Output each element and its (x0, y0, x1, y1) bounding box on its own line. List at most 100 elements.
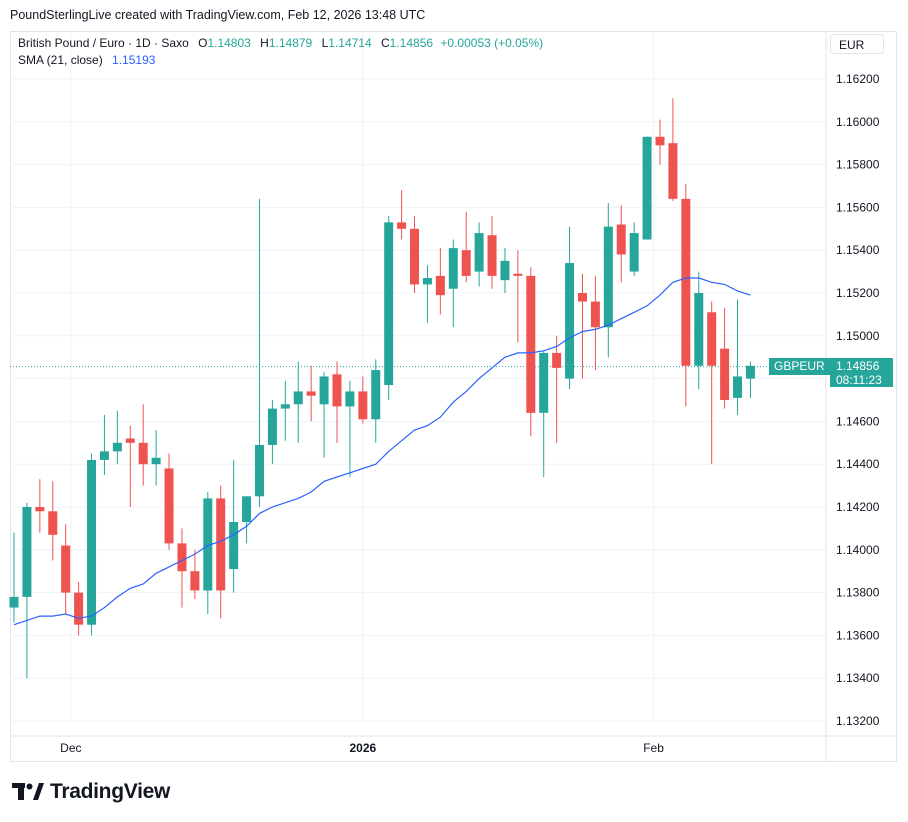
bar-countdown: 08:11:23 (836, 373, 882, 387)
high-label: H (260, 36, 269, 50)
y-tick-label: 1.13800 (836, 586, 880, 600)
candle-up (229, 521, 239, 570)
y-tick-label: 1.13200 (836, 714, 880, 728)
candle-down (125, 438, 135, 443)
candle-down (668, 143, 678, 199)
currency-button[interactable]: EUR (830, 34, 884, 54)
candle-down (74, 592, 84, 625)
candle-down (358, 391, 368, 420)
x-tick-label: Feb (643, 741, 664, 755)
x-tick-label: Dec (60, 741, 81, 755)
candle-down (164, 468, 174, 544)
candle-down (138, 442, 148, 465)
candle-down (177, 543, 187, 572)
candle-up (745, 365, 755, 379)
y-tick-label: 1.15600 (836, 200, 880, 214)
y-tick-label: 1.15200 (836, 286, 880, 300)
candle-up (500, 260, 510, 281)
last-price-value: 1.14856 (836, 359, 880, 373)
candle-down (655, 136, 665, 146)
candle-down (61, 545, 71, 593)
candle-down (332, 374, 342, 407)
candle-up (99, 451, 109, 460)
candle-down (681, 198, 691, 366)
candle-up (280, 404, 290, 409)
candle-up (242, 496, 252, 522)
chart-caption: PoundSterlingLive created with TradingVi… (10, 8, 426, 22)
low-label: L (321, 36, 329, 50)
candle-down (48, 511, 58, 535)
candle-down (435, 275, 445, 296)
candle-up (203, 498, 213, 591)
candle-up (345, 391, 355, 407)
candle-down (397, 222, 407, 229)
candle-up (112, 442, 122, 452)
candle-up (87, 459, 97, 625)
y-tick-label: 1.14400 (836, 457, 880, 471)
symbol-description[interactable]: British Pound / Euro · 1D · Saxo (18, 36, 189, 50)
candle-up (565, 263, 575, 379)
candle-up (694, 293, 704, 366)
y-tick-label: 1.14200 (836, 500, 880, 514)
candle-down (461, 250, 471, 276)
sma-line (13, 277, 751, 626)
last-price-tag: 1.14856 08:11:23 (830, 358, 893, 387)
candle-up (474, 233, 484, 272)
candle-down (720, 348, 730, 400)
candle-up (448, 248, 458, 289)
open-label: O (198, 36, 208, 50)
candle-up (371, 370, 381, 420)
candle-down (526, 275, 536, 413)
close-label: C (381, 36, 390, 50)
candle-down (190, 571, 200, 591)
y-tick-label: 1.15000 (836, 329, 880, 343)
change-value: +0.00053 (+0.05%) (440, 36, 544, 50)
sma-legend: SMA (21, close) 1.15193 (18, 53, 155, 67)
candle-up (733, 376, 743, 398)
open-value: 1.14803 (207, 36, 251, 50)
chart-frame (10, 31, 897, 762)
candle-up (22, 507, 32, 597)
candle-up (384, 222, 394, 386)
y-tick-label: 1.16000 (836, 115, 880, 129)
candle-up (267, 408, 277, 445)
close-value: 1.14856 (389, 36, 434, 50)
tradingview-logo[interactable]: TradingView (12, 780, 170, 804)
candle-up (319, 376, 329, 405)
candle-down (35, 507, 45, 512)
candle-down (616, 224, 626, 255)
candle-down (552, 352, 562, 368)
candle-down (306, 391, 316, 396)
ohlc-legend: British Pound / Euro · 1D · Saxo O1.1480… (18, 36, 543, 50)
low-value: 1.14714 (328, 36, 372, 50)
candle-down (487, 235, 497, 276)
candle-down (216, 498, 226, 591)
y-tick-label: 1.13600 (836, 628, 880, 642)
candle-down (410, 228, 420, 285)
y-tick-label: 1.14000 (836, 543, 880, 557)
candle-up (151, 457, 161, 465)
candle-up (539, 352, 549, 413)
candle-up (293, 391, 303, 405)
candle-up (603, 226, 613, 328)
candle-down (707, 312, 717, 366)
candle-down (577, 293, 587, 302)
y-tick-label: 1.16200 (836, 72, 880, 86)
candle-up (422, 278, 432, 285)
y-tick-label: 1.13400 (836, 671, 880, 685)
y-tick-label: 1.15800 (836, 158, 880, 172)
tradingview-logo-text: TradingView (50, 780, 171, 803)
y-tick-label: 1.14600 (836, 414, 880, 428)
symbol-tag: GBPEUR (769, 358, 830, 375)
x-tick-label: 2026 (349, 741, 376, 755)
sma-value: 1.15193 (112, 53, 156, 67)
candle-down (513, 273, 523, 276)
candle-up (629, 233, 639, 272)
candle-up (254, 444, 264, 497)
sma-label[interactable]: SMA (21, close) (18, 53, 103, 67)
high-value: 1.14879 (268, 36, 313, 50)
candle-down (590, 301, 600, 328)
candle-up (642, 136, 652, 240)
candle-up (9, 596, 19, 608)
